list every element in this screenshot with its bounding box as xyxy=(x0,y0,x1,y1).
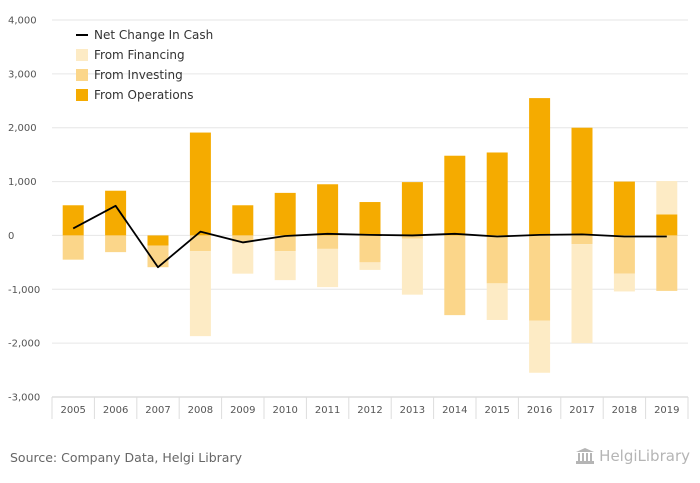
bar-from-operations-2008 xyxy=(189,132,211,236)
legend: Net Change In Cash From Financing From Inv… xyxy=(76,28,213,102)
bar-from-financing-2018 xyxy=(613,273,635,292)
x-tick-label: 2010 xyxy=(272,405,297,416)
net-change-line xyxy=(72,204,667,269)
bar-from-operations-2013 xyxy=(401,182,423,236)
net-change-series-line xyxy=(72,204,667,269)
legend-label: From Investing xyxy=(94,68,183,82)
bar-from-investing-2015 xyxy=(486,235,508,284)
bars xyxy=(62,98,678,373)
source-note: Source: Company Data, Helgi Library xyxy=(10,450,243,465)
bar-from-operations-2019 xyxy=(656,214,678,236)
bar-from-operations-2007 xyxy=(147,235,169,246)
bar-from-investing-2006 xyxy=(105,235,127,253)
bar-from-financing-2011 xyxy=(317,248,339,288)
bar-from-investing-2019 xyxy=(656,235,678,291)
bar-from-financing-2008 xyxy=(189,251,211,337)
bar-from-investing-2005 xyxy=(62,235,84,260)
bar-from-operations-2005 xyxy=(62,205,84,236)
x-tick-label: 2007 xyxy=(145,405,170,416)
y-tick-label: -1,000 xyxy=(8,285,40,296)
bar-from-investing-2017 xyxy=(571,235,593,245)
bar-from-financing-2013 xyxy=(401,238,423,295)
brand-logo: HelgiLibrary xyxy=(575,447,690,465)
brand-name: HelgiLibrary xyxy=(599,447,690,465)
x-tick-label: 2018 xyxy=(612,405,637,416)
y-tick-label: 0 xyxy=(8,231,14,242)
y-tick-label: 3,000 xyxy=(8,69,37,80)
legend-label: Net Change In Cash xyxy=(94,28,213,42)
x-tick-label: 2019 xyxy=(654,405,679,416)
bar-from-financing-2012 xyxy=(359,262,381,270)
y-tick-label: 1,000 xyxy=(8,177,37,188)
x-tick-label: 2005 xyxy=(60,405,85,416)
legend-swatch xyxy=(76,89,88,101)
bar-from-financing-2019 xyxy=(656,181,678,215)
legend-label: From Financing xyxy=(94,48,185,62)
bar-from-operations-2017 xyxy=(571,127,593,236)
cash-flow-chart: 4,0003,0002,0001,0000-1,000-2,000-3,000 … xyxy=(8,16,689,419)
x-tick-label: 2006 xyxy=(103,405,128,416)
x-tick-label: 2014 xyxy=(442,405,467,416)
bar-from-financing-2016 xyxy=(529,320,551,373)
bar-from-operations-2011 xyxy=(317,184,339,236)
x-tick-label: 2016 xyxy=(527,405,552,416)
y-tick-label: -3,000 xyxy=(8,393,40,404)
bar-from-financing-2017 xyxy=(571,244,593,344)
bar-from-investing-2013 xyxy=(401,235,423,239)
legend-swatch xyxy=(76,69,88,81)
y-tick-label: 2,000 xyxy=(8,123,37,134)
bar-from-investing-2009 xyxy=(232,235,254,242)
legend-swatch xyxy=(76,49,88,61)
x-tick-label: 2017 xyxy=(569,405,594,416)
bar-from-financing-2015 xyxy=(486,283,508,320)
bar-from-operations-2009 xyxy=(232,205,254,236)
bar-from-investing-2011 xyxy=(317,235,339,249)
bar-from-operations-2018 xyxy=(613,181,635,236)
bar-from-operations-2012 xyxy=(359,202,381,236)
x-tick-label: 2012 xyxy=(357,405,382,416)
library-icon xyxy=(576,448,595,464)
bar-from-financing-2009 xyxy=(232,241,254,274)
legend-label: From Operations xyxy=(94,88,194,102)
bar-from-investing-2016 xyxy=(529,235,551,321)
x-tick-label: 2011 xyxy=(315,405,340,416)
y-tick-label: 4,000 xyxy=(8,16,37,27)
y-tick-label: -2,000 xyxy=(8,339,40,350)
x-tick-label: 2009 xyxy=(230,405,255,416)
bar-from-investing-2008 xyxy=(189,235,211,252)
x-axis: 2005 2006 2007 2008 2009 2010 2011 2012 2013 2014… xyxy=(51,396,689,419)
bar-from-operations-2010 xyxy=(274,192,296,236)
bar-from-operations-2006 xyxy=(105,190,127,236)
y-axis-ticks: 4,000 3,000 2,000 1,000 0 -1,000 -2,000 -3,000 xyxy=(8,16,40,404)
bar-from-investing-2012 xyxy=(359,235,381,263)
bar-from-operations-2014 xyxy=(444,155,466,236)
bar-from-financing-2010 xyxy=(274,251,296,281)
bar-from-investing-2018 xyxy=(613,235,635,274)
bar-from-investing-2014 xyxy=(444,235,466,316)
x-tick-label: 2013 xyxy=(400,405,425,416)
bar-from-investing-2010 xyxy=(274,235,296,252)
x-tick-label: 2015 xyxy=(484,405,509,416)
bar-from-operations-2015 xyxy=(486,152,508,236)
x-tick-label: 2008 xyxy=(188,405,213,416)
bar-from-operations-2016 xyxy=(529,98,551,236)
